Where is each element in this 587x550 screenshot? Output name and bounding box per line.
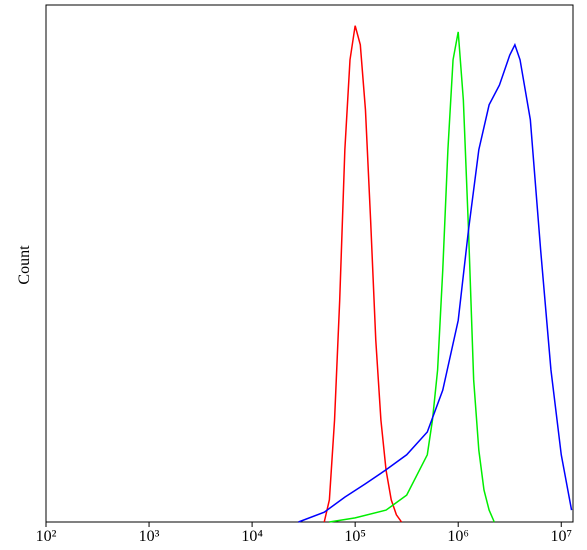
y-axis-label: Count <box>16 245 33 285</box>
x-tick-label: 10⁴ <box>241 528 263 545</box>
plot-frame <box>45 4 574 523</box>
x-tick-label: 10² <box>36 528 57 545</box>
x-tick-label: 10⁶ <box>447 528 469 545</box>
x-tick-label: 10³ <box>139 528 160 545</box>
histogram-line <box>329 31 495 523</box>
histogram-line <box>323 25 403 523</box>
x-tick-label: 10⁷ <box>550 528 572 545</box>
x-tick-label: 10⁵ <box>344 528 366 545</box>
histogram-line <box>298 42 573 523</box>
